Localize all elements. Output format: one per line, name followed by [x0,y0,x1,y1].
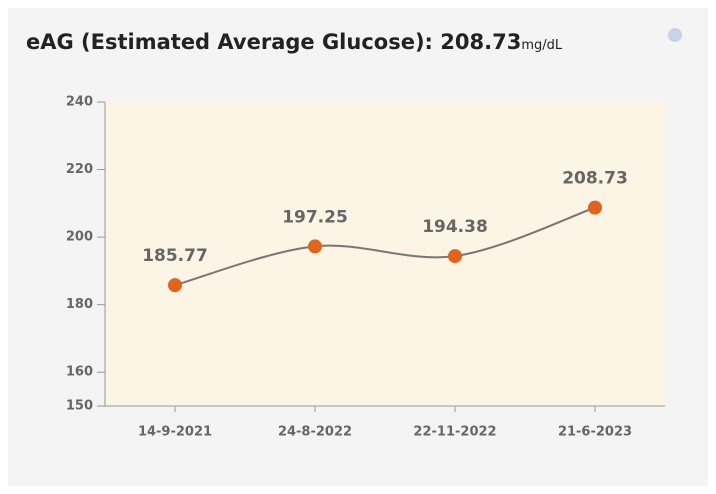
headline-value: 208.73 [440,30,522,54]
x-tick-label: 24-8-2022 [278,425,352,440]
unit: mg/dL [521,38,563,53]
marker [448,249,462,264]
title: eAG (Estimated Average Glucose): [26,30,433,54]
header: eAG (Estimated Average Glucose): 208.73m… [26,30,562,54]
y-tick-label: 180 [66,297,93,312]
data-label: 197.25 [282,207,348,227]
plot-area [105,102,665,406]
x-tick-label: 14-9-2021 [138,425,212,440]
marker [168,278,182,293]
y-tick-label: 240 [66,95,93,110]
y-tick-label: 200 [66,230,93,245]
marker [308,239,322,254]
data-label: 185.77 [142,246,208,266]
y-tick-label: 220 [66,162,93,177]
data-label: 208.73 [562,169,628,189]
y-tick-label: 150 [66,399,93,414]
x-tick-label: 22-11-2022 [413,425,496,440]
marker [588,200,602,215]
x-tick-label: 21-6-2023 [558,425,632,440]
data-label: 194.38 [422,217,488,237]
line [174,206,596,287]
y-tick-label: 160 [66,365,93,380]
status-dot [668,28,682,42]
